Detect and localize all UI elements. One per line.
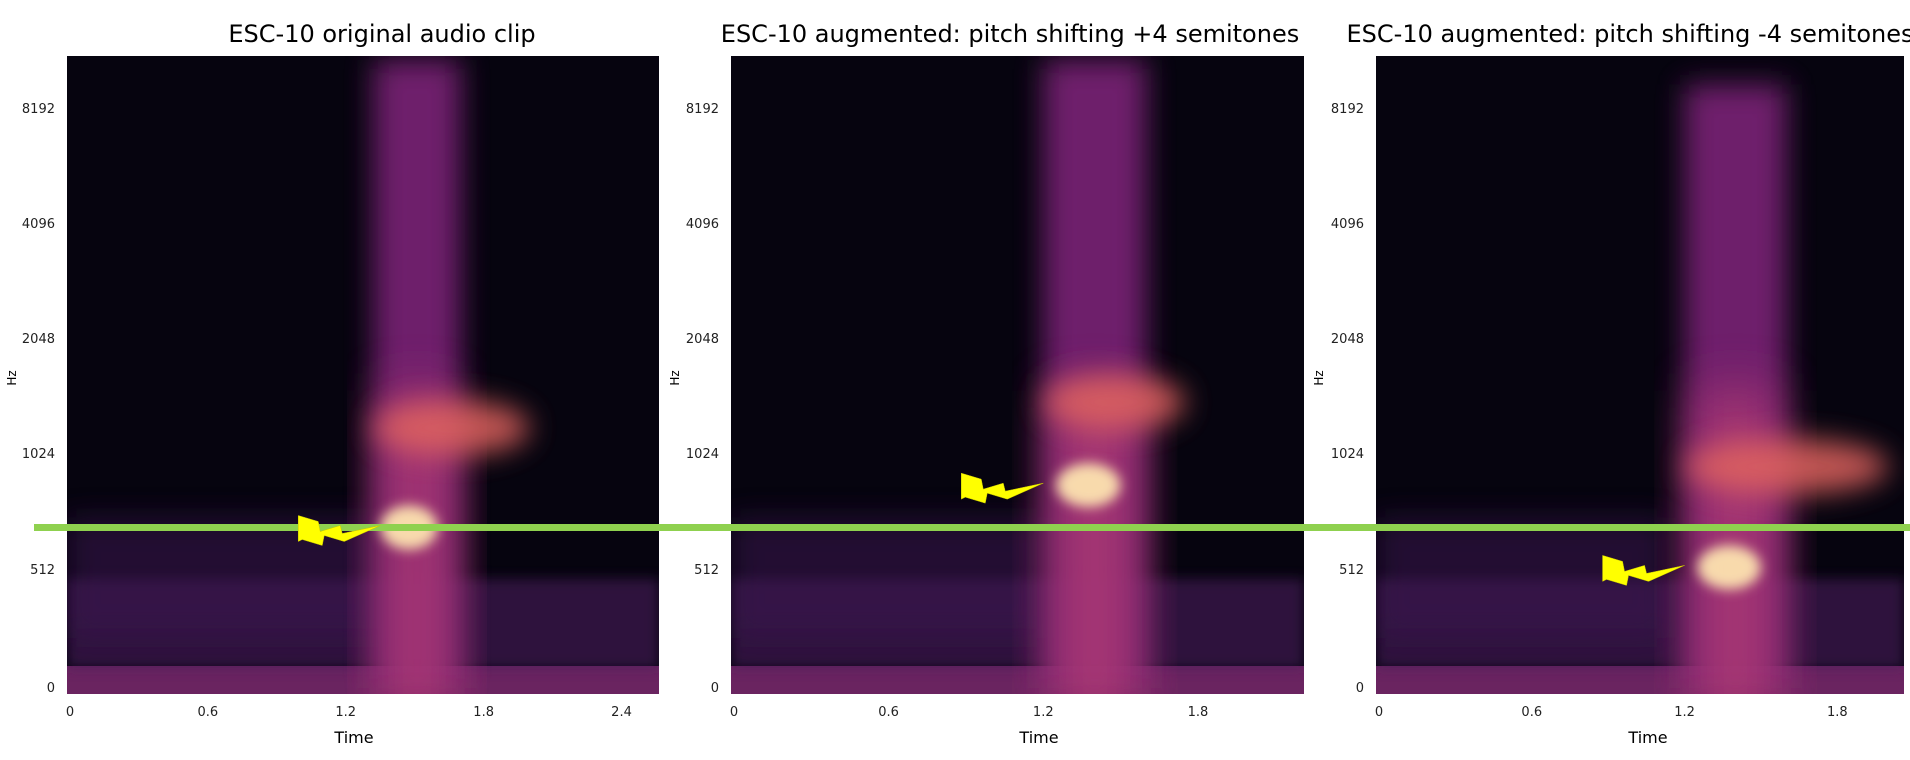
x-tick-label: 0 [1375, 705, 1383, 720]
y-tick-label: 0 [1356, 681, 1364, 696]
energy-burst-harmonic [1043, 374, 1185, 430]
spectrogram-panel-original: ESC-10 original audio clip 0 512 1024 2048 4… [5, 20, 659, 747]
x-tick-label: 1.2 [1674, 705, 1695, 720]
y-tick-label: 512 [694, 563, 719, 578]
panel-title: ESC-10 augmented: pitch shifting -4 semi… [1347, 20, 1910, 48]
energy-burst-peak [1697, 545, 1761, 589]
y-tick-label: 4096 [686, 217, 719, 232]
x-tick-label: 1.8 [1188, 705, 1209, 720]
y-tick-label: 2048 [22, 332, 55, 347]
y-tick-label: 4096 [22, 217, 55, 232]
spectrogram-panel-pitch-up: ESC-10 augmented: pitch shifting +4 semi… [668, 20, 1304, 747]
background-noise [731, 518, 1046, 638]
heatmap-plot-area [67, 56, 659, 726]
x-axis-ticks: 0 0.6 1.2 1.8 2.4 [66, 705, 632, 720]
y-axis-ticks: 0 512 1024 2048 4096 8192 [22, 102, 55, 696]
x-tick-label: 0 [66, 705, 74, 720]
x-tick-label: 0.6 [878, 705, 899, 720]
energy-burst-harmonic [1685, 439, 1889, 495]
y-tick-label: 0 [47, 681, 55, 696]
x-tick-label: 2.4 [611, 705, 632, 720]
x-tick-label: 0.6 [1521, 705, 1542, 720]
x-axis-ticks: 0 0.6 1.2 1.8 [730, 705, 1208, 720]
y-axis-label: Hz [5, 370, 19, 385]
energy-burst-core [1054, 391, 1136, 726]
x-tick-label: 1.8 [473, 705, 494, 720]
y-axis-label: Hz [668, 370, 682, 385]
heatmap-plot-area [731, 56, 1304, 726]
x-axis-ticks: 0 0.6 1.2 1.8 [1375, 705, 1848, 720]
y-tick-label: 2048 [1331, 332, 1364, 347]
y-axis-label: Hz [1312, 370, 1326, 385]
y-tick-label: 0 [711, 681, 719, 696]
x-tick-label: 1.2 [335, 705, 356, 720]
low-frequency-band [731, 666, 1304, 694]
x-axis-label: Time [1627, 728, 1667, 747]
y-tick-label: 8192 [686, 102, 719, 117]
y-tick-label: 1024 [1331, 447, 1364, 462]
y-axis-ticks: 0 512 1024 2048 4096 8192 [1331, 102, 1364, 696]
energy-burst-harmonic [373, 400, 529, 456]
y-tick-label: 512 [30, 563, 55, 578]
x-tick-label: 1.2 [1033, 705, 1054, 720]
y-tick-label: 1024 [22, 447, 55, 462]
x-axis-label: Time [333, 728, 373, 747]
y-tick-label: 8192 [22, 102, 55, 117]
low-frequency-band [67, 666, 659, 694]
energy-burst-peak [1056, 463, 1120, 507]
y-tick-label: 4096 [1331, 217, 1364, 232]
panel-title: ESC-10 original audio clip [228, 20, 535, 48]
heatmap-plot-area [1376, 56, 1904, 726]
spectrogram-panel-pitch-down: ESC-10 augmented: pitch shifting -4 semi… [1312, 20, 1910, 747]
low-frequency-band [1376, 666, 1904, 694]
x-tick-label: 0.6 [198, 705, 219, 720]
y-tick-label: 1024 [686, 447, 719, 462]
y-tick-label: 8192 [1331, 102, 1364, 117]
panel-title: ESC-10 augmented: pitch shifting +4 semi… [721, 20, 1299, 48]
x-tick-label: 0 [730, 705, 738, 720]
y-tick-label: 2048 [686, 332, 719, 347]
x-axis-label: Time [1018, 728, 1058, 747]
y-tick-label: 512 [1339, 563, 1364, 578]
x-tick-label: 1.8 [1827, 705, 1848, 720]
y-axis-ticks: 0 512 1024 2048 4096 8192 [686, 102, 719, 696]
